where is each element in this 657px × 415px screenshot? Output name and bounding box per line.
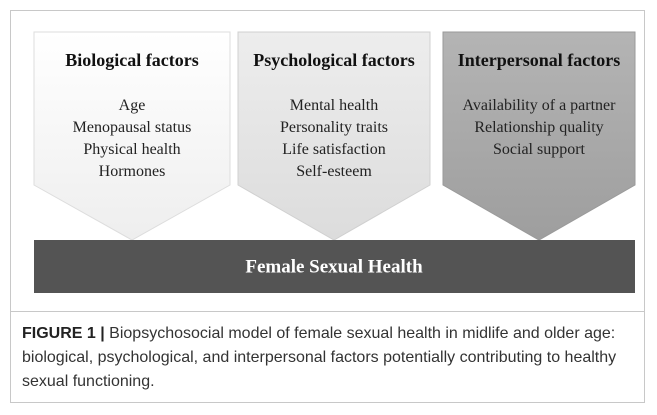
factor-title: Biological factors <box>65 50 198 70</box>
factor-item: Social support <box>493 141 586 158</box>
caption-label: FIGURE 1 | <box>22 325 105 342</box>
health-bar <box>34 240 635 293</box>
factor-title: Psychological factors <box>253 50 414 70</box>
factor-item: Hormones <box>99 163 166 180</box>
factor-item: Life satisfaction <box>282 141 386 158</box>
factor-arrow <box>237 31 431 241</box>
factor-item: Availability of a partner <box>463 97 617 114</box>
caption-text: Biopsychosocial model of female sexual h… <box>22 325 617 390</box>
factor-item: Age <box>119 97 146 114</box>
factor-arrow <box>33 31 231 241</box>
figure-frame <box>10 10 645 403</box>
factor-item: Mental health <box>290 97 378 114</box>
caption: FIGURE 1 | Biopsychosocial model of fema… <box>22 322 637 394</box>
factor-item: Menopausal status <box>73 119 192 136</box>
factor-title: Interpersonal factors <box>458 50 620 70</box>
factor-item: Relationship quality <box>474 119 603 136</box>
bar-label: Female Sexual Health <box>245 256 423 277</box>
factor-item: Personality traits <box>280 119 388 136</box>
factor-item: Physical health <box>83 141 180 158</box>
factor-arrow <box>442 31 636 241</box>
separator <box>10 311 645 312</box>
factor-item: Self-esteem <box>296 163 372 180</box>
